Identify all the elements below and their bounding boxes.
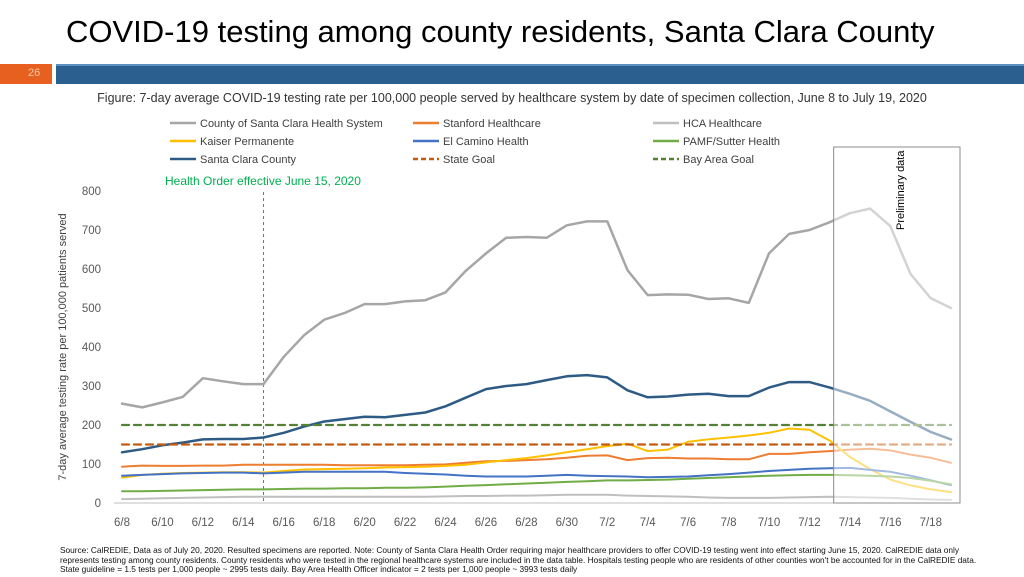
x-tick-label: 7/12 bbox=[798, 517, 820, 529]
y-tick-label: 700 bbox=[82, 225, 101, 237]
x-tick-label: 6/30 bbox=[556, 517, 578, 529]
chart-legend: County of Santa Clara Health System Stanf… bbox=[170, 118, 780, 166]
source-footnote: Source: CalREDIE, Data as of July 20, 20… bbox=[60, 545, 977, 575]
preliminary-data-region: Preliminary data bbox=[833, 146, 961, 504]
y-tick-label: 600 bbox=[82, 264, 101, 276]
x-tick-label: 7/16 bbox=[879, 517, 901, 529]
health-order-annotation: Health Order effective June 15, 2020 bbox=[165, 174, 361, 503]
x-tick-label: 6/10 bbox=[151, 517, 173, 529]
legend-label: HCA Healthcare bbox=[683, 118, 762, 130]
x-tick-label: 6/16 bbox=[273, 517, 295, 529]
x-tick-label: 6/12 bbox=[192, 517, 214, 529]
x-axis: 6/8 6/10 6/12 6/14 6/16 6/18 6/20 6/22 6/24 6/26 6… bbox=[114, 502, 959, 529]
y-tick-label: 300 bbox=[82, 381, 101, 393]
x-tick-label: 7/8 bbox=[721, 517, 737, 529]
preliminary-label: Preliminary data bbox=[895, 150, 907, 230]
legend-label: County of Santa Clara Health System bbox=[200, 118, 383, 130]
series-line-5 bbox=[121, 473, 952, 493]
series-line-1 bbox=[121, 447, 952, 468]
legend-label: State Goal bbox=[443, 154, 495, 166]
header-band-orange bbox=[0, 64, 52, 84]
y-tick-label: 500 bbox=[82, 303, 101, 315]
page-number: 26 bbox=[28, 67, 41, 79]
legend-label: PAMF/Sutter Health bbox=[683, 136, 780, 148]
x-tick-label: 6/18 bbox=[313, 517, 335, 529]
slide-title: COVID-19 testing among county residents,… bbox=[66, 14, 935, 49]
preliminary-box bbox=[833, 146, 961, 504]
x-tick-label: 6/26 bbox=[475, 517, 497, 529]
legend-label: El Camino Health bbox=[443, 136, 529, 148]
y-tick-label: 800 bbox=[82, 186, 101, 198]
x-tick-label: 7/14 bbox=[839, 517, 862, 529]
x-tick-label: 7/2 bbox=[599, 517, 615, 529]
y-tick-label: 100 bbox=[82, 459, 101, 471]
series-line-2 bbox=[121, 493, 952, 501]
header-band-blue bbox=[56, 64, 1024, 84]
legend-label: Bay Area Goal bbox=[683, 154, 754, 166]
x-tick-label: 6/22 bbox=[394, 517, 416, 529]
series-line-4 bbox=[121, 466, 952, 487]
x-tick-label: 7/18 bbox=[920, 517, 942, 529]
y-axis-label: 7-day average testing rate per 100,000 p… bbox=[57, 213, 69, 480]
series-layer bbox=[120, 207, 953, 501]
x-tick-label: 6/24 bbox=[434, 517, 457, 529]
y-tick-label: 0 bbox=[95, 498, 101, 510]
x-tick-label: 7/10 bbox=[758, 517, 780, 529]
figure-caption: Figure: 7-day average COVID-19 testing r… bbox=[97, 91, 927, 105]
x-tick-label: 6/20 bbox=[353, 517, 375, 529]
y-axis: 0 100 200 300 400 500 600 700 800 7-day average t… bbox=[57, 186, 101, 510]
y-tick-label: 200 bbox=[82, 420, 101, 432]
x-tick-label: 6/14 bbox=[232, 517, 255, 529]
health-order-label: Health Order effective June 15, 2020 bbox=[165, 174, 361, 188]
series-line-0 bbox=[120, 207, 953, 409]
legend-label: Kaiser Permanente bbox=[200, 136, 294, 148]
x-tick-label: 7/6 bbox=[680, 517, 696, 529]
legend-label: Stanford Healthcare bbox=[443, 118, 541, 130]
x-tick-label: 6/28 bbox=[515, 517, 537, 529]
x-tick-label: 7/4 bbox=[640, 517, 657, 529]
x-tick-label: 6/8 bbox=[114, 517, 130, 529]
legend-label: Santa Clara County bbox=[200, 154, 296, 166]
series-line-6 bbox=[120, 373, 953, 454]
y-tick-label: 400 bbox=[82, 342, 101, 354]
